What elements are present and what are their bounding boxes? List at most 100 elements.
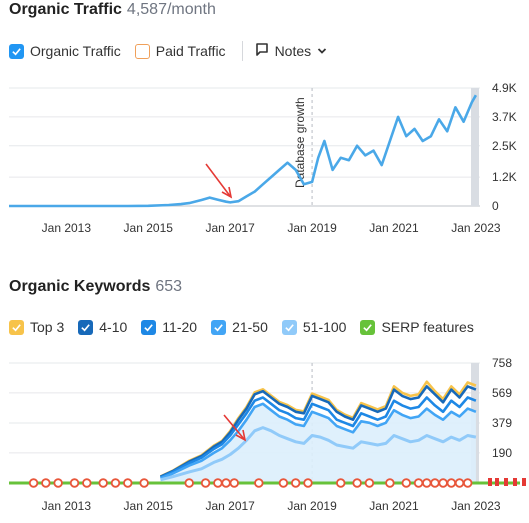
note-flag-icon bbox=[255, 42, 269, 60]
x-tick-label: Jan 2023 bbox=[451, 221, 501, 235]
legend-label: 51-100 bbox=[302, 319, 347, 335]
legend-organic-traffic[interactable]: Organic Traffic bbox=[9, 43, 121, 59]
serp-g-icon bbox=[213, 478, 223, 488]
red-arrow bbox=[223, 414, 245, 440]
serp-g-icon bbox=[401, 478, 411, 488]
legend-label: Organic Traffic bbox=[30, 43, 121, 59]
serp-g-icon bbox=[364, 478, 375, 488]
x-tick-label: Jan 2015 bbox=[124, 221, 174, 235]
serp-g-icon bbox=[303, 478, 313, 488]
serp-g-icon bbox=[53, 478, 63, 488]
serp-g-icon bbox=[139, 478, 149, 488]
keywords-title-text: Organic Keywords bbox=[9, 278, 151, 295]
series-line-4-10 bbox=[159, 385, 477, 478]
database-growth-label: Database growth bbox=[293, 97, 307, 188]
legend-paid-traffic[interactable]: Paid Traffic bbox=[134, 43, 226, 59]
serp-g-icon bbox=[229, 478, 239, 488]
traffic-chart[interactable]: 0 1.2K 2.5K 3.7K 4.9K Jan 2013 Jan 2015 Jan 201… bbox=[0, 80, 529, 240]
x-tick-label: Jan 2013 bbox=[42, 499, 92, 513]
legend-4-10[interactable]: 4-10 bbox=[78, 319, 127, 335]
serp-marker-icon bbox=[513, 478, 517, 486]
checkbox-checked-icon[interactable] bbox=[211, 319, 227, 335]
series-line-51-100 bbox=[160, 426, 477, 482]
serp-g-icon bbox=[290, 478, 301, 488]
x-tick-label: Jan 2017 bbox=[205, 499, 255, 513]
serp-g-icon bbox=[446, 478, 457, 488]
series-line-11-20 bbox=[159, 396, 477, 479]
serp-g-icon bbox=[123, 478, 133, 488]
serp-g-icon bbox=[336, 478, 346, 488]
serp-g-icon bbox=[463, 478, 473, 488]
y-tick-label: 758 bbox=[492, 356, 512, 370]
traffic-title: Organic Traffic 4,587/month bbox=[9, 1, 216, 19]
serp-g-icon bbox=[278, 478, 289, 488]
traffic-value: 4,587/month bbox=[126, 1, 216, 18]
x-tick-label: Jan 2023 bbox=[451, 499, 501, 513]
notes-label: Notes bbox=[274, 43, 312, 59]
checkbox-checked-icon[interactable] bbox=[141, 319, 157, 335]
x-tick-label: Jan 2013 bbox=[42, 221, 92, 235]
checkbox-unchecked-icon[interactable] bbox=[134, 43, 150, 59]
serp-g-icon bbox=[352, 478, 362, 488]
y-tick-label: 190 bbox=[492, 446, 512, 460]
y-tick-label: 0 bbox=[492, 199, 499, 213]
y-tick-label: 569 bbox=[492, 386, 512, 400]
y-tick-label: 379 bbox=[492, 416, 512, 430]
serp-marker-icon bbox=[522, 478, 526, 486]
serp-g-icon bbox=[184, 478, 194, 488]
chevron-down-icon bbox=[317, 43, 327, 59]
x-tick-label: Jan 2015 bbox=[124, 499, 174, 513]
serp-g-icon bbox=[98, 478, 108, 488]
y-tick-label: 4.9K bbox=[492, 81, 517, 95]
serp-marker-icon bbox=[495, 478, 499, 486]
traffic-title-text: Organic Traffic bbox=[9, 1, 122, 18]
legend-11-20[interactable]: 11-20 bbox=[141, 319, 197, 335]
legend-label: 11-20 bbox=[162, 319, 198, 335]
y-tick-label: 1.2K bbox=[492, 170, 517, 184]
checkbox-checked-icon[interactable] bbox=[9, 319, 24, 335]
legend-top-3[interactable]: Top 3 bbox=[9, 319, 64, 335]
y-tick-label: 2.5K bbox=[492, 139, 517, 153]
serp-g-icon bbox=[438, 478, 448, 488]
serp-g-icon bbox=[110, 478, 121, 488]
legend-label: 21-50 bbox=[232, 319, 268, 335]
keywords-title: Organic Keywords 653 bbox=[9, 278, 182, 296]
legend-label: SERP features bbox=[381, 319, 474, 335]
red-arrow-head bbox=[221, 186, 233, 199]
serp-g-icon bbox=[430, 478, 440, 488]
serp-marker-icon bbox=[504, 478, 508, 486]
legend-serp-features[interactable]: SERP features bbox=[360, 319, 474, 335]
x-tick-label: Jan 2019 bbox=[287, 221, 337, 235]
checkbox-checked-icon[interactable] bbox=[281, 319, 297, 335]
keywords-value: 653 bbox=[155, 278, 183, 295]
serp-g-icon bbox=[69, 478, 80, 488]
serp-g-icon bbox=[28, 478, 39, 488]
serp-g-icon bbox=[385, 478, 395, 488]
red-arrow bbox=[205, 163, 231, 197]
legend-label: 4-10 bbox=[99, 319, 128, 335]
serp-g-icon bbox=[221, 478, 231, 488]
serp-marker-icon bbox=[488, 478, 492, 486]
legend-21-50[interactable]: 21-50 bbox=[211, 319, 268, 335]
keywords-area-fill bbox=[160, 403, 476, 483]
x-tick-label: Jan 2021 bbox=[369, 499, 419, 513]
x-tick-label: Jan 2019 bbox=[287, 499, 337, 513]
x-tick-label: Jan 2017 bbox=[205, 221, 255, 235]
legend-51-100[interactable]: 51-100 bbox=[281, 319, 347, 335]
traffic-legend: Organic Traffic Paid Traffic Notes bbox=[9, 41, 327, 61]
legend-label: Top 3 bbox=[30, 319, 65, 335]
serp-g-icon bbox=[454, 478, 465, 488]
checkbox-checked-icon[interactable] bbox=[9, 43, 24, 59]
current-period-band bbox=[471, 88, 479, 206]
serp-g-icon bbox=[413, 478, 424, 488]
checkbox-checked-icon[interactable] bbox=[78, 319, 94, 335]
serp-g-icon bbox=[200, 478, 211, 488]
notes-dropdown[interactable]: Notes bbox=[255, 42, 328, 60]
serp-g-icon bbox=[82, 478, 92, 488]
keywords-chart[interactable]: 190 379 569 758 Jan 2013 Jan 2015 Jan 2017 Jan … bbox=[0, 355, 529, 523]
serp-g-icon bbox=[41, 478, 51, 488]
serp-g-icon bbox=[422, 478, 432, 488]
serp-g-icon bbox=[254, 478, 264, 488]
checkbox-checked-icon[interactable] bbox=[360, 319, 376, 335]
x-tick-label: Jan 2021 bbox=[369, 221, 419, 235]
